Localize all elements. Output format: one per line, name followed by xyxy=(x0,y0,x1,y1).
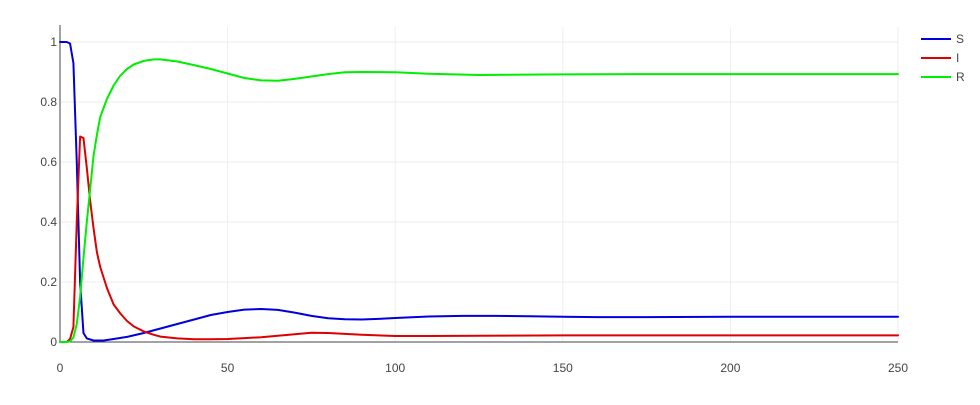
series-layer xyxy=(59,41,899,343)
x-tick-label: 50 xyxy=(221,361,235,375)
legend-item-s[interactable]: S xyxy=(921,32,964,46)
series-line-s[interactable] xyxy=(59,41,899,342)
legend-label: R xyxy=(956,70,965,84)
x-tick-label: 100 xyxy=(385,361,405,375)
x-tick-label: 0 xyxy=(57,361,64,375)
legend-label: S xyxy=(956,32,964,46)
axes-layer: 0 0.2 0.4 0.6 0.8 1 0 50 100 150 200 250 xyxy=(40,25,908,375)
legend[interactable]: SIR xyxy=(921,32,965,84)
series-line-i[interactable] xyxy=(59,135,899,343)
y-tick-label: 0.8 xyxy=(40,95,57,109)
x-tick-label: 150 xyxy=(553,361,573,375)
legend-item-i[interactable]: I xyxy=(921,51,959,65)
y-tick-label: 0 xyxy=(50,335,57,349)
y-tick-label: 0.4 xyxy=(40,215,57,229)
y-tick-label: 1 xyxy=(50,35,57,49)
x-tick-label: 200 xyxy=(720,361,740,375)
y-tick-label: 0.6 xyxy=(40,155,57,169)
y-tick-label: 0.2 xyxy=(40,275,57,289)
legend-item-r[interactable]: R xyxy=(921,70,965,84)
legend-label: I xyxy=(956,51,959,65)
grid-layer xyxy=(60,27,899,342)
x-tick-label: 250 xyxy=(888,361,908,375)
series-line-r[interactable] xyxy=(59,58,899,343)
